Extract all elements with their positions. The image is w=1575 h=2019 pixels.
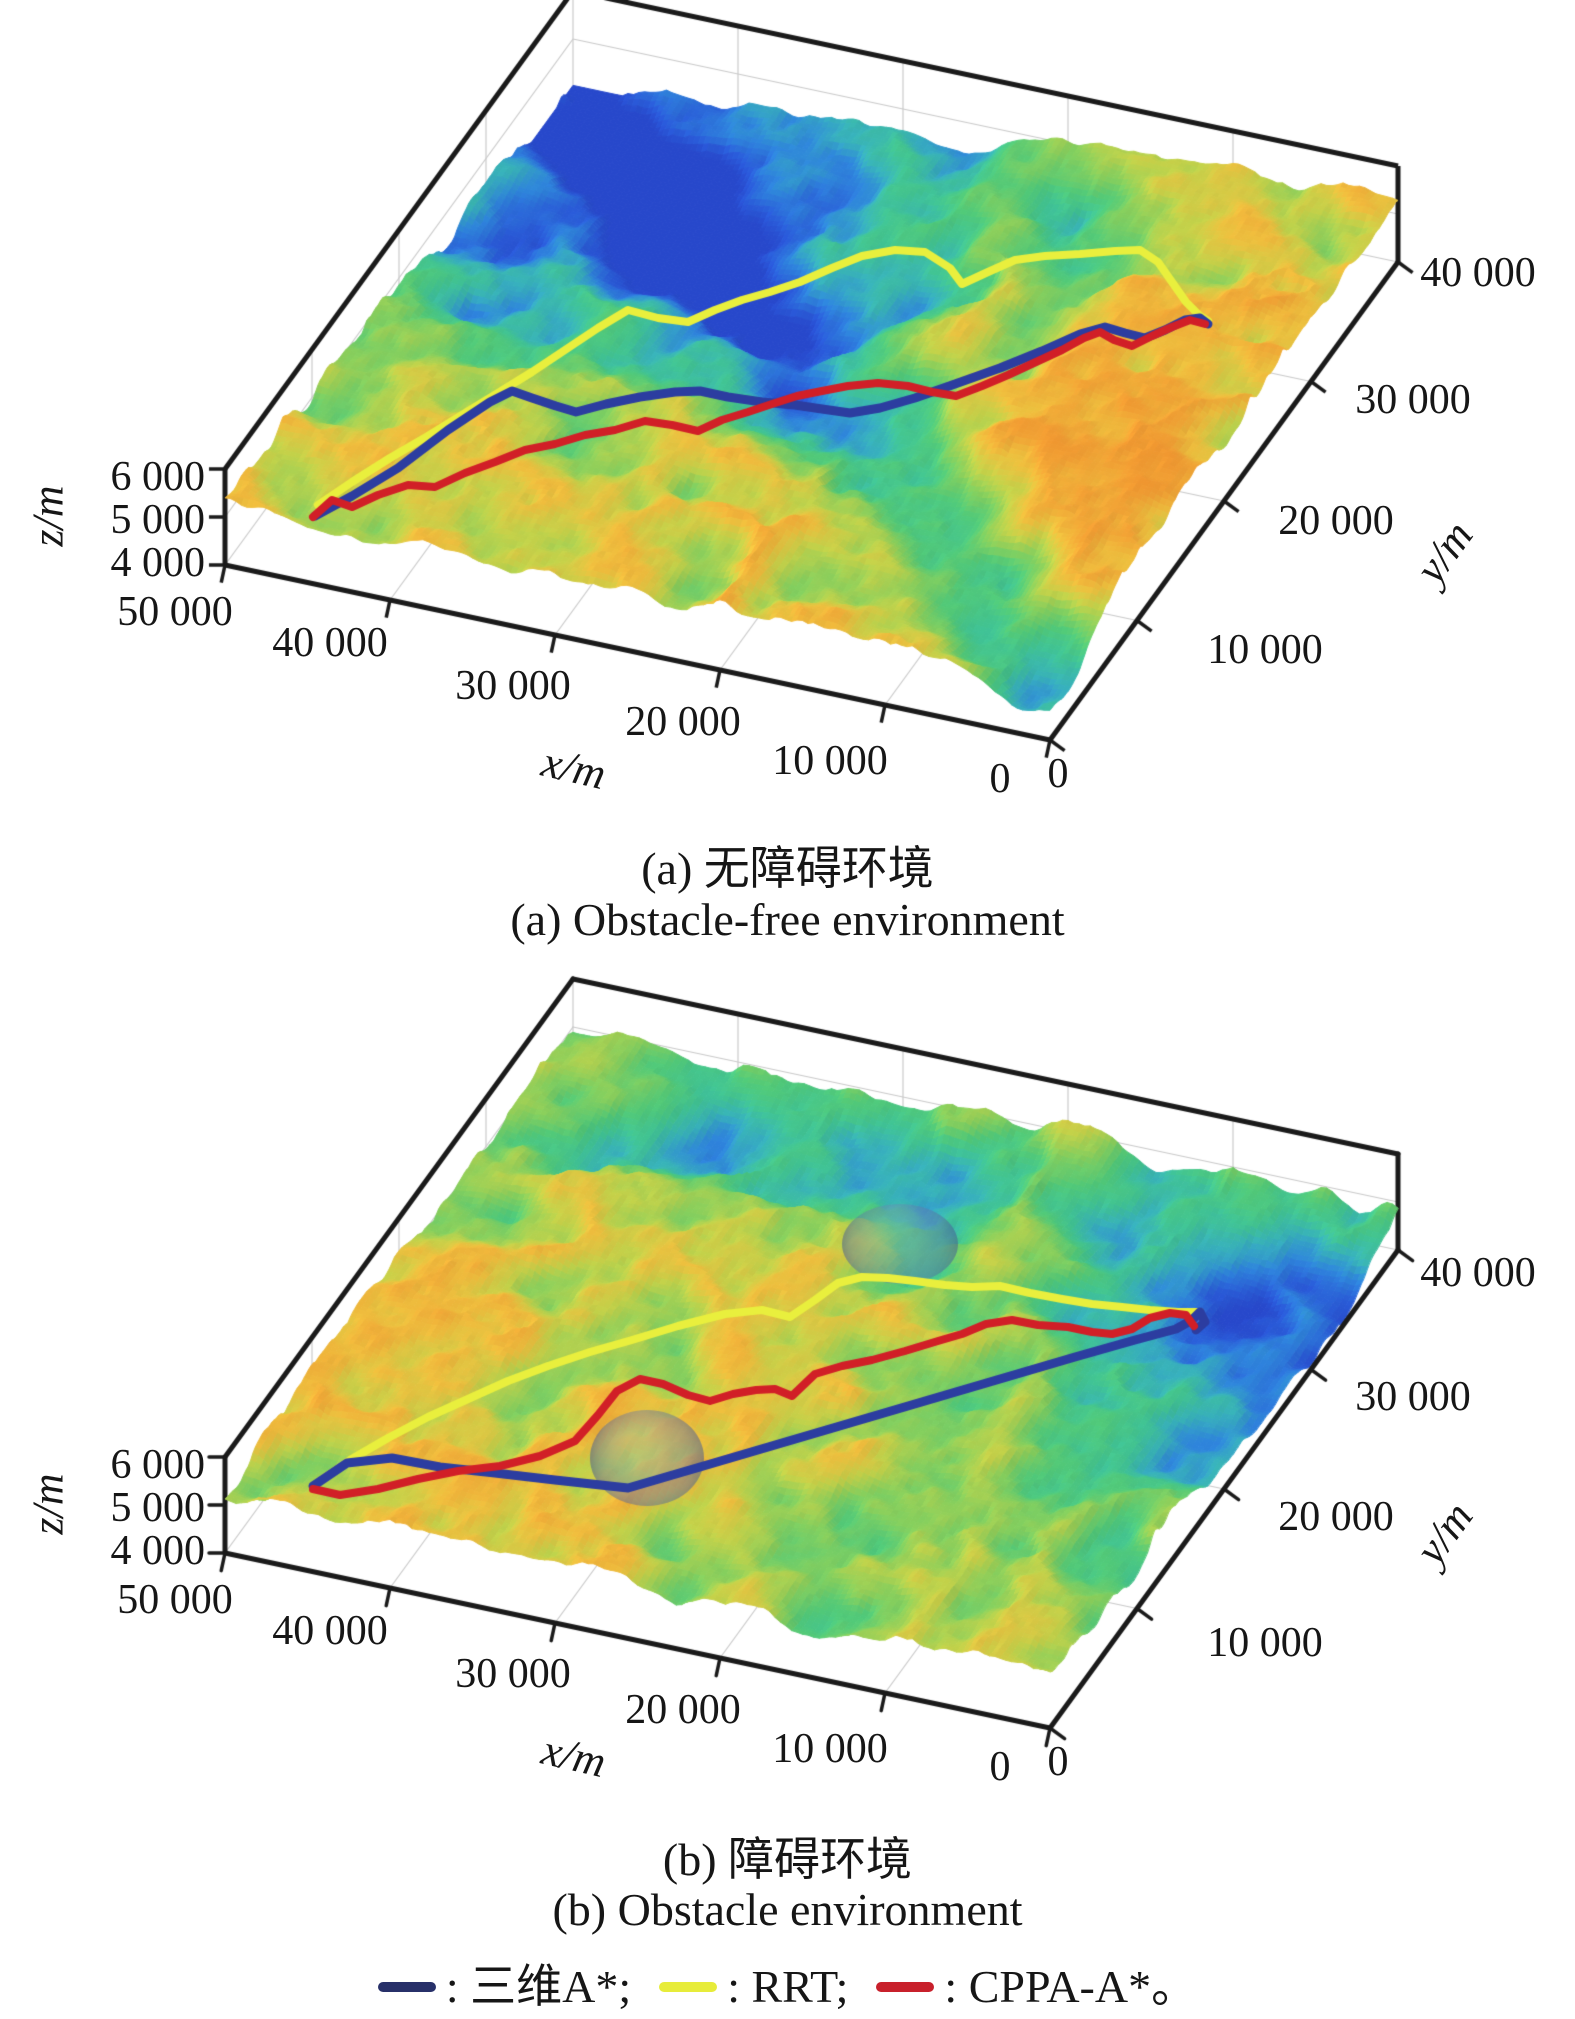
legend-label-cppa-a-star: : CPPA-A*。	[944, 1961, 1198, 2012]
legend-item-cppa-a-star: : CPPA-A*。	[876, 1960, 1197, 2014]
legend-item-rrt: : RRT;	[659, 1960, 848, 2014]
legend-item-3d-a-star: : 三维A*;	[377, 1960, 632, 2014]
legend-swatch-cppa-a-star	[876, 1982, 935, 1992]
legend-label-3d-a-star: : 三维A*;	[445, 1961, 632, 2012]
legend-label-rrt: : RRT;	[727, 1961, 849, 2012]
legend-swatch-3d-a-star	[377, 1982, 436, 1992]
legend-swatch-rrt	[659, 1982, 718, 1992]
legend: : 三维A*; : RRT; : CPPA-A*。	[0, 1960, 1575, 2014]
